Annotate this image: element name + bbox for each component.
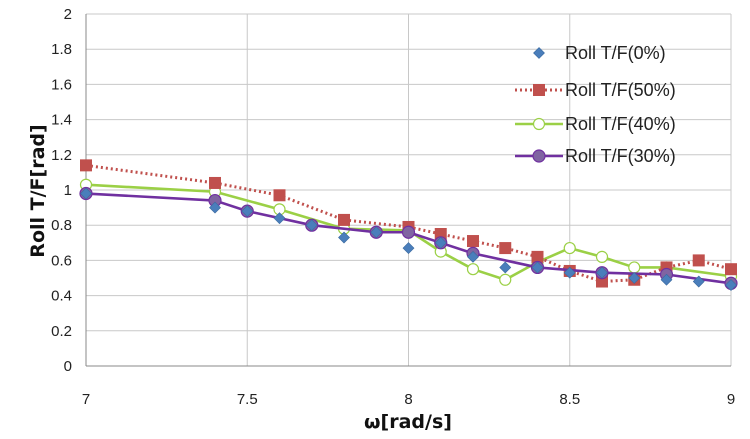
data-point-square [499, 242, 512, 255]
data-point-circle-open [628, 261, 641, 274]
data-point-circle-open [532, 117, 546, 131]
data-point-diamond [402, 242, 415, 255]
data-point-square [80, 159, 92, 172]
data-point-diamond [273, 212, 286, 225]
x-axis-title: ω[rad/s] [364, 411, 452, 433]
y-tick-label: 1.8 [51, 41, 72, 58]
gridlines [86, 13, 732, 366]
data-point-diamond [434, 236, 447, 249]
data-point-square [533, 84, 545, 96]
legend-item: Roll T/F(50%) [515, 80, 676, 100]
data-point-circle-open [466, 263, 480, 276]
data-point-square [692, 254, 705, 267]
data-point-diamond [80, 187, 92, 200]
y-tick-label: 0.2 [51, 323, 72, 340]
data-point-diamond [209, 201, 221, 214]
data-point-square [209, 176, 221, 189]
data-point-diamond [628, 272, 641, 284]
data-point-circle-open [595, 250, 609, 263]
data-point-diamond [241, 205, 254, 218]
y-tick-label: 0 [64, 358, 72, 375]
y-tick-label: 0.4 [51, 288, 72, 305]
data-point-circle-open [563, 241, 576, 255]
y-tick-labels: 0 0.2 0.4 0.6 0.8 1 1.2 1.4 1.6 1.8 2 [51, 6, 72, 375]
y-tick-label: 1.6 [51, 76, 72, 93]
data-point-diamond [305, 219, 318, 232]
data-point-diamond [531, 261, 544, 274]
y-tick-label: 2 [64, 6, 72, 23]
x-tick-label: 7 [82, 391, 90, 408]
data-point-circle [532, 149, 546, 163]
data-point-square [273, 189, 286, 202]
data-point-diamond [370, 226, 383, 239]
legend-item: Roll T/F(40%) [515, 114, 676, 134]
data-point-diamond [563, 266, 576, 279]
legend-label: Roll T/F(0%) [565, 43, 666, 63]
y-tick-label: 0.8 [51, 217, 72, 234]
y-tick-label: 0.6 [51, 252, 72, 269]
data-point-circle [401, 225, 416, 239]
series-0 [80, 187, 737, 291]
series-layer [79, 159, 738, 291]
x-tick-label: 7.5 [237, 391, 258, 408]
data-point-circle-open [499, 273, 512, 286]
legend-label: Roll T/F(40%) [565, 114, 676, 134]
legend-label: Roll T/F(50%) [565, 80, 676, 100]
y-tick-label: 1.2 [51, 147, 72, 164]
x-tick-label: 9 [727, 391, 735, 408]
data-point-square [531, 250, 544, 263]
data-point-diamond [499, 261, 512, 274]
data-point-diamond [725, 279, 737, 291]
legend-item: Roll T/F(30%) [515, 146, 676, 166]
legend-label: Roll T/F(30%) [565, 146, 676, 166]
y-tick-label: 1 [64, 182, 72, 199]
data-point-diamond [660, 273, 673, 286]
data-point-diamond [692, 275, 705, 288]
data-point-diamond [533, 47, 545, 59]
data-point-diamond [338, 231, 350, 244]
x-tick-labels: 7 7.5 8 8.5 9 [82, 391, 735, 408]
x-tick-label: 8 [404, 391, 412, 408]
y-axis-title: Roll T/F[rad] [27, 124, 49, 257]
legend-item: Roll T/F(0%) [533, 43, 666, 63]
data-point-square [467, 235, 479, 248]
y-tick-label: 1.4 [51, 112, 72, 129]
data-point-diamond [596, 266, 608, 279]
legend: Roll T/F(0%) Roll T/F(50%) Roll T/F(40%) Ro… [515, 43, 676, 166]
series-line [85, 163, 732, 284]
data-point-diamond [467, 250, 479, 263]
x-tick-label: 8.5 [559, 391, 580, 408]
data-point-square [338, 213, 350, 226]
data-point-square [725, 263, 737, 276]
